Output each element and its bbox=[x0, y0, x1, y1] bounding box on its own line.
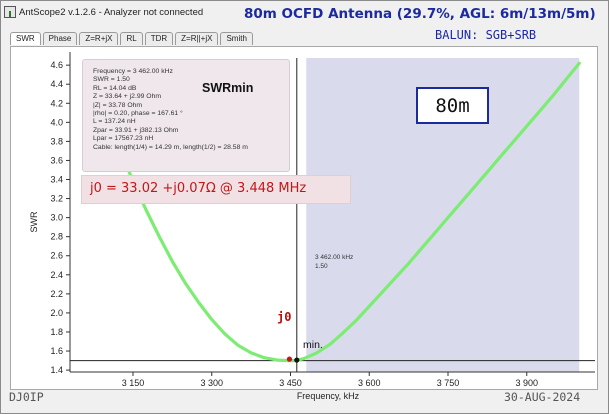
measurement-lines: Frequency = 3 462.00 kHz SWR = 1.50 RL =… bbox=[93, 68, 248, 152]
x-tick-label: 3 750 bbox=[437, 378, 460, 388]
y-tick-label: 1.6 bbox=[50, 346, 63, 356]
cursor-swr: 1.50 bbox=[315, 263, 328, 270]
y-tick-label: 4.0 bbox=[50, 117, 63, 127]
y-tick-label: 4.4 bbox=[50, 79, 63, 89]
y-tick-label: 2.6 bbox=[50, 251, 63, 261]
info-swr: SWR = 1.50 bbox=[93, 76, 130, 84]
tab-bar: SWR Phase Z=R+jX RL TDR Z=R||+jX Smith bbox=[10, 32, 253, 45]
x-tick-label: 3 600 bbox=[358, 378, 381, 388]
measurement-info-box: Frequency = 3 462.00 kHz SWR = 1.50 RL =… bbox=[82, 59, 290, 172]
tab-return-loss[interactable]: RL bbox=[120, 32, 143, 45]
y-tick-label: 3.2 bbox=[50, 194, 63, 204]
y-tick-label: 4.2 bbox=[50, 98, 63, 108]
info-inductance: L = 137.24 nH bbox=[93, 118, 136, 126]
y-tick-label: 3.0 bbox=[50, 213, 63, 223]
y-tick-label: 1.8 bbox=[50, 327, 63, 337]
swr-curve bbox=[118, 61, 581, 363]
info-cable: Cable: length(1/4) = 14.29 m, length(1/2… bbox=[93, 143, 248, 151]
x-tick-label: 3 450 bbox=[279, 378, 302, 388]
y-tick-label: 2.2 bbox=[50, 289, 63, 299]
y-tick-label: 3.8 bbox=[50, 136, 63, 146]
y-tick-label: 3.6 bbox=[50, 155, 63, 165]
x-tick-label: 3 150 bbox=[122, 378, 145, 388]
y-tick-label: 2.8 bbox=[50, 232, 63, 242]
info-impedance: Z = 33.64 + j2.99 Ohm bbox=[93, 93, 162, 101]
info-return-loss: RL = 14.04 dB bbox=[93, 84, 137, 92]
y-tick-label: 3.4 bbox=[50, 175, 63, 185]
j0-marker-label: j0 bbox=[277, 310, 292, 324]
swrmin-label: SWRmin bbox=[202, 81, 254, 95]
y-tick-label: 1.4 bbox=[50, 365, 63, 375]
tab-phase[interactable]: Phase bbox=[42, 32, 78, 45]
tab-impedance-series[interactable]: Z=R+jX bbox=[79, 32, 119, 45]
j0-point bbox=[286, 356, 293, 362]
window-titlebar: AntScope2 v.1.2.6 - Analyzer not connect… bbox=[1, 1, 241, 23]
footer-date: 30-AUG-2024 bbox=[504, 390, 581, 404]
tab-swr[interactable]: SWR bbox=[10, 32, 41, 45]
min-point bbox=[294, 357, 300, 363]
balun-note: BALUN: SGB+SRB bbox=[435, 28, 537, 42]
min-marker-label: min. bbox=[303, 339, 323, 351]
info-rho: |rho| = 0.20, phase = 167.61 ° bbox=[93, 110, 183, 118]
x-axis-label: Frequency, kHz bbox=[297, 391, 360, 401]
chart-headline: 80m OCFD Antenna (29.7%, AGL: 6m/13m/5m) bbox=[244, 6, 596, 22]
band-label: 80m bbox=[416, 87, 489, 124]
info-frequency: Frequency = 3 462.00 kHz bbox=[93, 68, 173, 75]
info-impedance-magnitude: |Z| = 33.78 Ohm bbox=[93, 101, 143, 109]
y-tick-label: 2.0 bbox=[50, 308, 63, 318]
tab-impedance-parallel[interactable]: Z=R||+jX bbox=[175, 32, 219, 45]
tab-smith[interactable]: Smith bbox=[220, 32, 253, 45]
y-tick-label: 4.6 bbox=[50, 60, 63, 70]
footer-callsign: DJ0IP bbox=[9, 390, 44, 404]
info-lpar: Lpar = 17567.23 nH bbox=[93, 135, 154, 143]
cursor-readout: 3 462.00 kHz 1.50 bbox=[315, 253, 353, 271]
window-title: AntScope2 v.1.2.6 - Analyzer not connect… bbox=[19, 6, 204, 18]
x-tick-label: 3 900 bbox=[515, 378, 538, 388]
tab-tdr[interactable]: TDR bbox=[144, 32, 174, 45]
info-zpar: Zpar = 33.91 + j382.13 Ohm bbox=[93, 126, 179, 134]
j0-note-text: j0 = 33.02 +j0.07Ω @ 3.448 MHz bbox=[90, 181, 307, 196]
y-tick-label: 2.4 bbox=[50, 270, 63, 280]
x-tick-label: 3 300 bbox=[200, 378, 223, 388]
y-axis-label: SWR bbox=[29, 211, 39, 232]
cursor-frequency: 3 462.00 kHz bbox=[315, 254, 354, 261]
antenna-icon bbox=[4, 6, 16, 18]
j0-note: j0 = 33.02 +j0.07Ω @ 3.448 MHz bbox=[81, 175, 351, 204]
